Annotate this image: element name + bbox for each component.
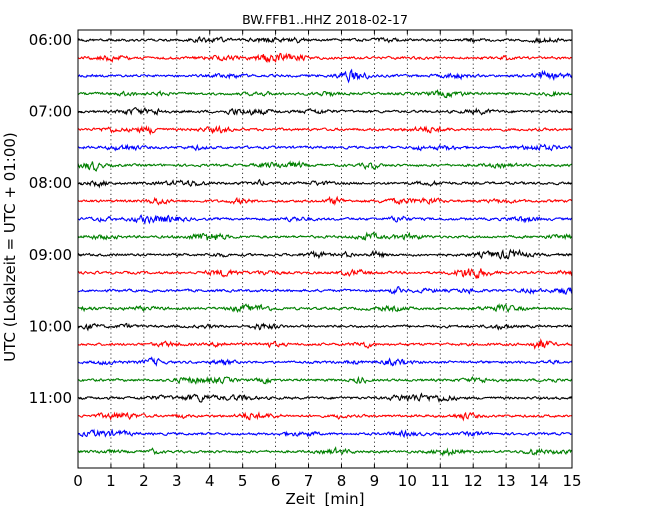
trace-0830 [77, 214, 573, 225]
y-axis-label: UTC (Lokalzeit = UTC + 01:00) [1, 132, 19, 362]
x-tick-label: 2 [139, 472, 149, 490]
x-tick-label: 9 [370, 472, 380, 490]
trace-group [77, 36, 573, 457]
x-tick-label: 0 [73, 472, 83, 490]
trace-0730 [77, 143, 573, 152]
x-tick-label: 5 [238, 472, 248, 490]
x-tick-label: 6 [271, 472, 281, 490]
trace-0630 [77, 68, 573, 84]
trace-0845 [77, 231, 573, 241]
x-tick-label: 1 [106, 472, 116, 490]
x-tick-label: 14 [530, 472, 549, 490]
y-tick-label: 07:00 [29, 103, 72, 121]
x-tick-label: 4 [205, 472, 215, 490]
trace-0815 [77, 195, 573, 206]
x-tick-label: 3 [172, 472, 182, 490]
trace-1130 [77, 428, 573, 439]
x-tick-label: 15 [562, 472, 581, 490]
trace-0900 [77, 248, 573, 260]
trace-0745 [77, 160, 573, 172]
x-tick-label: 7 [304, 472, 314, 490]
chart-title: BW.FFB1..HHZ 2018-02-17 [242, 12, 408, 27]
trace-0700 [77, 107, 573, 116]
x-tick-label: 12 [464, 472, 483, 490]
x-tick-label: 13 [497, 472, 516, 490]
trace-0645 [77, 89, 573, 99]
trace-1000 [77, 322, 573, 332]
x-tick-label: 11 [431, 472, 450, 490]
y-tick-label: 11:00 [29, 389, 72, 407]
trace-0600 [77, 36, 573, 44]
x-axis-label: Zeit [min] [285, 490, 364, 508]
trace-1115 [77, 411, 573, 422]
y-tick-label: 10:00 [29, 317, 72, 335]
trace-1045 [77, 375, 573, 385]
y-tick-label: 06:00 [29, 31, 72, 49]
plot-frame [77, 29, 573, 469]
trace-0930 [77, 286, 573, 296]
y-tick-label: 08:00 [29, 174, 72, 192]
x-tick-label: 10 [398, 472, 417, 490]
x-tick-label: 8 [337, 472, 347, 490]
x-gridlines [110, 30, 540, 468]
x-axis: 0 1 2 3 4 5 6 7 8 9 10 11 12 13 14 15 [73, 30, 582, 490]
trace-0615 [77, 52, 573, 64]
trace-1100 [77, 392, 573, 403]
trace-1145 [77, 446, 573, 457]
trace-1015 [77, 337, 573, 350]
y-tick-label: 09:00 [29, 246, 72, 264]
trace-0715 [77, 124, 573, 136]
trace-1030 [77, 356, 573, 367]
trace-0800 [77, 178, 573, 189]
trace-0915 [77, 268, 573, 279]
y-axis: 06:00 07:00 08:00 09:00 10:00 11:00 [29, 31, 572, 407]
trace-0945 [77, 302, 573, 314]
